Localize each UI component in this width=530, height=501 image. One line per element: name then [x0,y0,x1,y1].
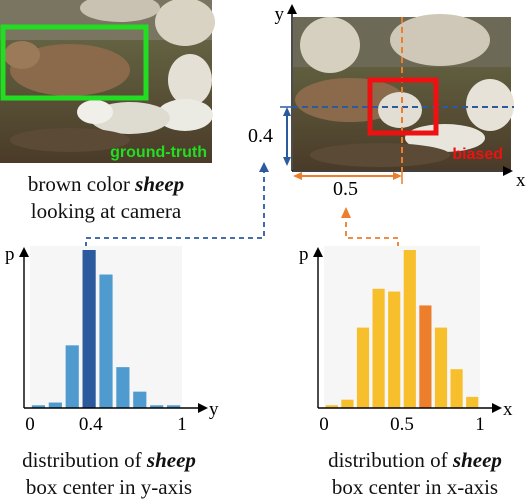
y-distribution-bar [31,405,46,408]
left-caption-bold: sheep [135,172,185,196]
y-distribution-bar [99,274,113,408]
y-chart-caption: distribution of sheep box center in y-ax… [0,447,218,501]
x-tick-label: 1 [475,414,485,435]
y-dimension-marker [280,106,294,166]
x-distribution-bar [450,369,463,408]
x-tick-label: 0 [319,414,329,435]
right-axis-x-label: x [516,170,526,191]
left-caption-line2: looking at camera [30,199,182,223]
right-axis-y-label: y [275,4,285,25]
x-distribution-bar [403,250,416,408]
x-dimension-marker [293,170,403,184]
left-caption-text: brown color [27,172,136,196]
y-chart-p-label: p [5,244,15,265]
x-caption-text: distribution of [328,448,453,472]
y-dimension-label: 0.4 [248,125,273,147]
y-distribution-bar [166,405,181,408]
y-distribution-bars [31,250,181,408]
x-distribution-bar [434,327,448,408]
x-distribution-bar [341,399,354,408]
blue-connector-arrowhead [259,162,269,172]
orange-connector-arrowhead [341,207,351,218]
x-distribution-ticks: 0 0.5 1 [319,414,485,435]
x-caption-bold: sheep [452,448,502,472]
x-dimension-label: 0.5 [333,178,358,200]
ground-truth-box [0,24,149,101]
y-distribution-bar-highlighted [82,250,96,408]
y-distribution-bar [48,402,62,408]
x-caption-line2: box center in x-axis [331,475,499,499]
x-distribution-bar [356,327,370,408]
x-tick-label: 0.5 [390,414,414,435]
x-chart-axis-label: x [503,399,513,420]
y-distribution-bar [150,405,164,408]
left-photo-caption: brown color sheep looking at camera [0,171,212,225]
y-tick-label: 0.4 [79,414,103,435]
y-distribution-ticks: 0 0.4 1 [25,414,187,435]
biased-box [367,77,439,136]
y-distribution-bar [116,367,130,408]
x-distribution-bar [372,288,385,408]
y-distribution-bar [133,391,147,408]
x-distribution-chart: 0 0.5 1 [313,246,502,435]
left-sheep-photo [0,0,215,163]
biased-label: biased [452,146,503,163]
y-chart-axis-label: y [209,399,219,420]
y-caption-line2: box center in y-axis [25,475,193,499]
y-caption-bold: sheep [146,448,196,472]
x-chart-caption: distribution of sheep box center in x-ax… [300,447,530,501]
y-tick-label: 0 [25,414,35,435]
x-chart-p-label: p [299,244,309,265]
y-caption-text: distribution of [22,448,147,472]
y-distribution-bar [65,345,79,408]
ground-truth-label: ground-truth [110,144,207,161]
x-distribution-bars [325,250,479,408]
x-distribution-bar-highlighted [419,305,432,408]
y-tick-label: 1 [177,414,187,435]
y-distribution-chart: 0 0.4 1 [19,246,208,435]
right-photo-axes [287,4,513,176]
x-distribution-bar [466,396,479,408]
x-distribution-bar [388,291,401,408]
x-distribution-bar [325,405,338,408]
